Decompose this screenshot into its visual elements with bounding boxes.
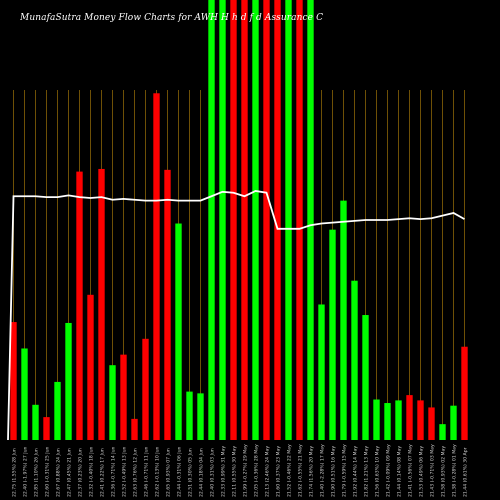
bar [296,0,303,440]
bar [142,338,149,440]
bar [76,171,83,440]
bar [98,168,105,440]
x-tick-label: 21.44 (0.61%) 30 Apr [463,447,469,497]
bar [351,280,358,440]
bar [54,381,61,440]
x-tick-label: 22.37 (0.23%) 20 Jun [78,448,84,497]
bar [153,93,160,440]
price-line-layer [7,190,465,441]
bar [340,200,347,440]
bar [450,405,457,440]
x-tick-label: 21.74 (1.56%) 20 May [309,446,315,497]
x-tick-label: 21.40 (-2.28%) 17 May [320,444,326,497]
x-tick-label: 22.44 (-0.31%) 06 Jun [177,447,183,497]
x-tick-label: 21.56 (0.63%) 10 May [375,446,381,497]
bar [10,322,17,440]
x-tick-label: 22.40 (-1.97%) 27 Jun [23,447,29,497]
x-tick-label: 22.51 (0.30%) 05 Jun [188,448,194,497]
x-tick-label: 22.32 (-0.40%) 18 Jun [89,447,95,497]
x-tick-label: 22.41 (0.22%) 17 Jun [100,448,106,497]
x-tick-label: 21.41 (-0.56%) 07 May [408,444,414,497]
x-tick-label: 22.05 (-0.36%) 28 May [254,444,260,497]
bar [197,393,204,440]
bar [362,315,369,440]
price-line [7,190,465,441]
bar [21,348,28,440]
x-tick-label: 22.47 (0.45%) 21 Jun [67,448,73,497]
x-tick-label: 22.65 (0.93%) 07 Jun [166,448,172,497]
bar [461,346,468,440]
x-tick-label: 21.82 (1.21%) 13 May [364,446,370,497]
bar [373,399,380,440]
x-tick-label: 22.62 (-0.13%) 10 Jun [155,447,161,497]
x-tick-label: 21.42 (-0.09%) 09 May [386,444,392,497]
x-tick-label: 22.40 (0.31%) 03 Jun [210,448,216,497]
x-tick-label: 21.53 (0.49%) 06 May [419,446,425,497]
bar [208,0,215,440]
bar-layer [10,0,468,440]
x-tick-label: 22.52 (-0.49%) 13 Jun [122,447,128,497]
bar [318,304,325,440]
chart-title: MunafaSutra Money Flow Charts for AWH H … [20,13,324,23]
bar [164,169,171,440]
bar [87,294,94,440]
x-tick-label: 22.13 (2.46%) 24 May [265,446,271,497]
x-tick-label: 21.43 (-0.71%) 03 May [430,444,436,497]
bar [120,354,127,440]
bar [131,418,138,440]
bar [428,407,435,440]
x-tick-label: 22.75 (1.55%) 28 Jun [12,448,18,497]
bar [406,395,413,440]
bar [175,223,182,440]
x-tick-label: 22.46 (-0.71%) 11 Jun [144,447,150,497]
bar [307,0,314,440]
x-tick-label: 21.90 (0.51%) 16 May [331,446,337,497]
bar [439,424,446,440]
bar [109,365,116,440]
bar [186,391,193,440]
bar [230,0,237,440]
x-tick-label: 22.33 (0.99%) 31 May [221,446,227,497]
x-tick-label: 21.60 (0.37%) 23 May [276,446,282,497]
bar [395,400,402,440]
x-tick-label: 21.79 (-0.59%) 15 May [342,444,348,497]
bar [219,0,226,440]
x-tick-label: 21.92 (0.44%) 14 May [353,446,359,497]
bar [241,0,248,440]
x-tick-label: 22.11 (0.55%) 30 May [232,446,238,497]
bar [252,0,259,440]
x-tick-label: 21.99 (-0.27%) 29 May [243,444,249,497]
x-tick-label: 22.63 (0.76%) 12 Jun [133,448,139,497]
bar [285,0,292,440]
x-tick-label: 22.36 (-0.71%) 14 Jun [111,447,117,497]
x-tick-label: 21.44 (0.14%) 08 May [397,446,403,497]
x-axis-labels: 22.75 (1.55%) 28 Jun 22.40 (-1.97%) 27 Ju… [12,444,469,497]
x-tick-label: 21.38 (-0.28%) 01 May [452,444,458,497]
x-tick-label: 22.85 (1.10%) 26 Jun [34,448,40,497]
bar [65,322,72,440]
bar [329,229,336,440]
x-tick-label: 21.62 (-0.55%) 21 May [298,444,304,497]
x-tick-label: 21.52 (-0.46%) 22 May [287,444,293,497]
x-tick-label: 22.67 (0.88%) 24 Jun [56,448,62,497]
bar [263,0,270,440]
bar [32,404,39,440]
bar [43,417,50,440]
x-tick-label: 22.60 (-0.31%) 25 Jun [45,447,51,497]
bar [274,0,281,440]
bar [384,403,391,440]
x-tick-label: 21.58 (0.93%) 02 May [441,446,447,497]
x-tick-label: 22.44 (0.18%) 04 Jun [199,448,205,497]
bar [417,400,424,440]
